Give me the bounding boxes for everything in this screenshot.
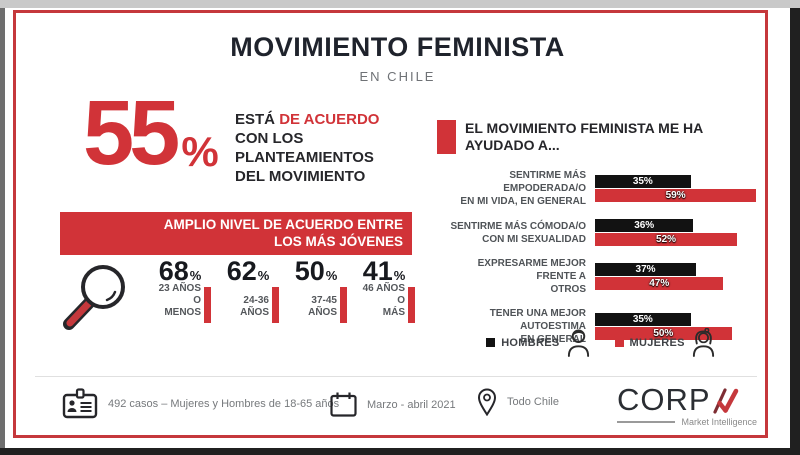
age-stat-24-36: 62% 24-36 AÑOS xyxy=(214,258,282,323)
age-stat-value: 62 xyxy=(226,256,257,286)
chart-row-bars: 36% 52% xyxy=(595,219,759,246)
statement-line-3: PLANTEAMIENTOS xyxy=(235,149,374,166)
footer-location-text: Todo Chile xyxy=(507,396,559,408)
window-top-edge xyxy=(0,0,800,8)
window-left-edge xyxy=(0,8,5,448)
age-stat-value: 50 xyxy=(294,256,325,286)
age-stat-bar xyxy=(204,287,211,323)
percent-sign: % xyxy=(257,268,270,283)
footer-divider xyxy=(35,376,757,377)
chart-row-sexualidad: SENTIRME MÁS CÓMODA/O CON MI SEXUALIDAD 3… xyxy=(435,219,767,246)
chart-row-expresarme: EXPRESARME MEJOR FRENTE A OTROS 37% 47% xyxy=(435,257,767,296)
corpa-logo: CORP Market Intelligence xyxy=(617,382,757,427)
footer-date: Marzo - abril 2021 xyxy=(330,392,456,417)
footer-location: Todo Chile xyxy=(477,388,559,416)
highlight-banner: AMPLIO NIVEL DE ACUERDO ENTRE LOS MÁS JÓ… xyxy=(60,212,412,255)
age-stat-label: 46 AÑOS O MÁS xyxy=(362,283,405,318)
red-border-frame xyxy=(13,10,768,438)
legend-swatch-mujeres xyxy=(614,338,624,347)
big-stat-value: 55 xyxy=(83,82,180,184)
statement-highlight: DE ACUERDO xyxy=(279,111,380,128)
age-stat-label: 23 AÑOS O MENOS xyxy=(158,283,201,318)
statement-line-1: ESTÁ DE ACUERDO xyxy=(235,111,380,128)
statement-line-2: CON LOS xyxy=(235,130,304,147)
chart-row-label: SENTIRME MÁS EMPODERADA/O EN MI VIDA, EN … xyxy=(460,170,586,207)
bar-hombres: 35% xyxy=(595,313,691,326)
id-card-icon xyxy=(62,388,98,419)
age-stat-value: 68 xyxy=(158,256,189,286)
big-stat-55: 55 % xyxy=(83,82,219,184)
corpa-wordmark: CORP xyxy=(617,382,711,418)
age-stat-37-45: 50% 37-45 AÑOS xyxy=(282,258,350,323)
footer-sample: 492 casos – Mujeres y Hombres de 18-65 a… xyxy=(62,388,339,419)
chart-row-label: EXPRESARME MEJOR FRENTE A OTROS xyxy=(477,258,586,295)
man-icon xyxy=(566,328,591,357)
bar-hombres: 37% xyxy=(595,263,697,276)
location-pin-icon xyxy=(477,388,497,416)
bar-mujeres: 52% xyxy=(595,233,738,246)
page-subtitle: EN CHILE xyxy=(359,69,436,84)
chart-row-bars: 37% 47% xyxy=(595,263,759,290)
chart-row-label: SENTIRME MÁS CÓMODA/O CON MI SEXUALIDAD xyxy=(450,220,586,245)
percent-sign: % xyxy=(325,268,338,283)
footer-sample-text: 492 casos – Mujeres y Hombres de 18-65 a… xyxy=(108,397,340,410)
chart-row-autoestima: TENER UNA MEJOR AUTOESTIMA EN GENERAL 35%… xyxy=(435,307,767,346)
magnifier-icon xyxy=(58,260,146,334)
footer-date-text: Marzo - abril 2021 xyxy=(367,398,456,411)
age-stat-label: 37-45 AÑOS xyxy=(308,295,337,318)
logo-underline xyxy=(617,421,676,423)
logo-tagline: Market Intelligence xyxy=(681,417,757,427)
age-stat-23-or-less: 68% 23 AÑOS O MENOS xyxy=(146,258,214,323)
chart-row-empoderada: SENTIRME MÁS EMPODERADA/O EN MI VIDA, EN … xyxy=(435,169,767,208)
age-stat-bar xyxy=(340,287,347,323)
chart-title-red-block xyxy=(437,120,456,154)
chart-row-label: TENER UNA MEJOR AUTOESTIMA EN GENERAL xyxy=(489,308,586,345)
legend-swatch-hombres xyxy=(486,338,496,347)
age-stat-bar xyxy=(408,287,415,323)
legend-mujeres: MUJERES xyxy=(614,328,716,357)
banner-line-1: AMPLIO NIVEL DE ACUERDO ENTRE xyxy=(163,217,403,232)
chart-row-bars: 35% 59% xyxy=(595,175,759,202)
age-stat-bar xyxy=(272,287,279,323)
bar-mujeres: 47% xyxy=(595,277,724,290)
chart-title: EL MOVIMIENTO FEMINISTA ME HA AYUDADO A.… xyxy=(465,120,704,153)
age-stat-value: 41 xyxy=(362,256,393,286)
statement-line-4: DEL MOVIMIENTO xyxy=(235,168,366,185)
age-stat-label: 24-36 AÑOS xyxy=(240,295,269,318)
legend-hombres: HOMBRES xyxy=(486,328,590,357)
agreement-statement: ESTÁ DE ACUERDO CON LOS PLANTEAMIENTOS D… xyxy=(235,110,440,186)
percent-sign: % xyxy=(393,268,406,283)
corpa-a-mark-icon xyxy=(711,386,740,414)
page-title: MOVIMIENTO FEMINISTA xyxy=(230,32,565,62)
percent-sign: % xyxy=(189,268,202,283)
bar-hombres: 35% xyxy=(595,175,691,188)
woman-icon xyxy=(691,328,716,357)
bar-hombres: 36% xyxy=(595,219,694,232)
age-breakdown-row: 68% 23 AÑOS O MENOS 62% 24-36 AÑOS 50% 37-… xyxy=(58,258,418,334)
bar-mujeres: 59% xyxy=(595,189,757,202)
bar-mujeres: 50% xyxy=(595,327,732,340)
big-stat-percent-sign: % xyxy=(181,128,219,176)
age-stat-46-plus: 41% 46 AÑOS O MÁS xyxy=(350,258,418,323)
banner-line-2: LOS MÁS JÓVENES xyxy=(273,233,403,249)
chart-row-bars: 35% 50% xyxy=(595,313,759,340)
bar-chart: SENTIRME MÁS EMPODERADA/O EN MI VIDA, EN … xyxy=(435,169,767,357)
calendar-icon xyxy=(330,392,357,417)
chart-legend: HOMBRES MUJERES xyxy=(435,328,767,357)
infographic-slide: MOVIMIENTO FEMINISTA EN CHILE 55 % ESTÁ … xyxy=(5,8,790,448)
